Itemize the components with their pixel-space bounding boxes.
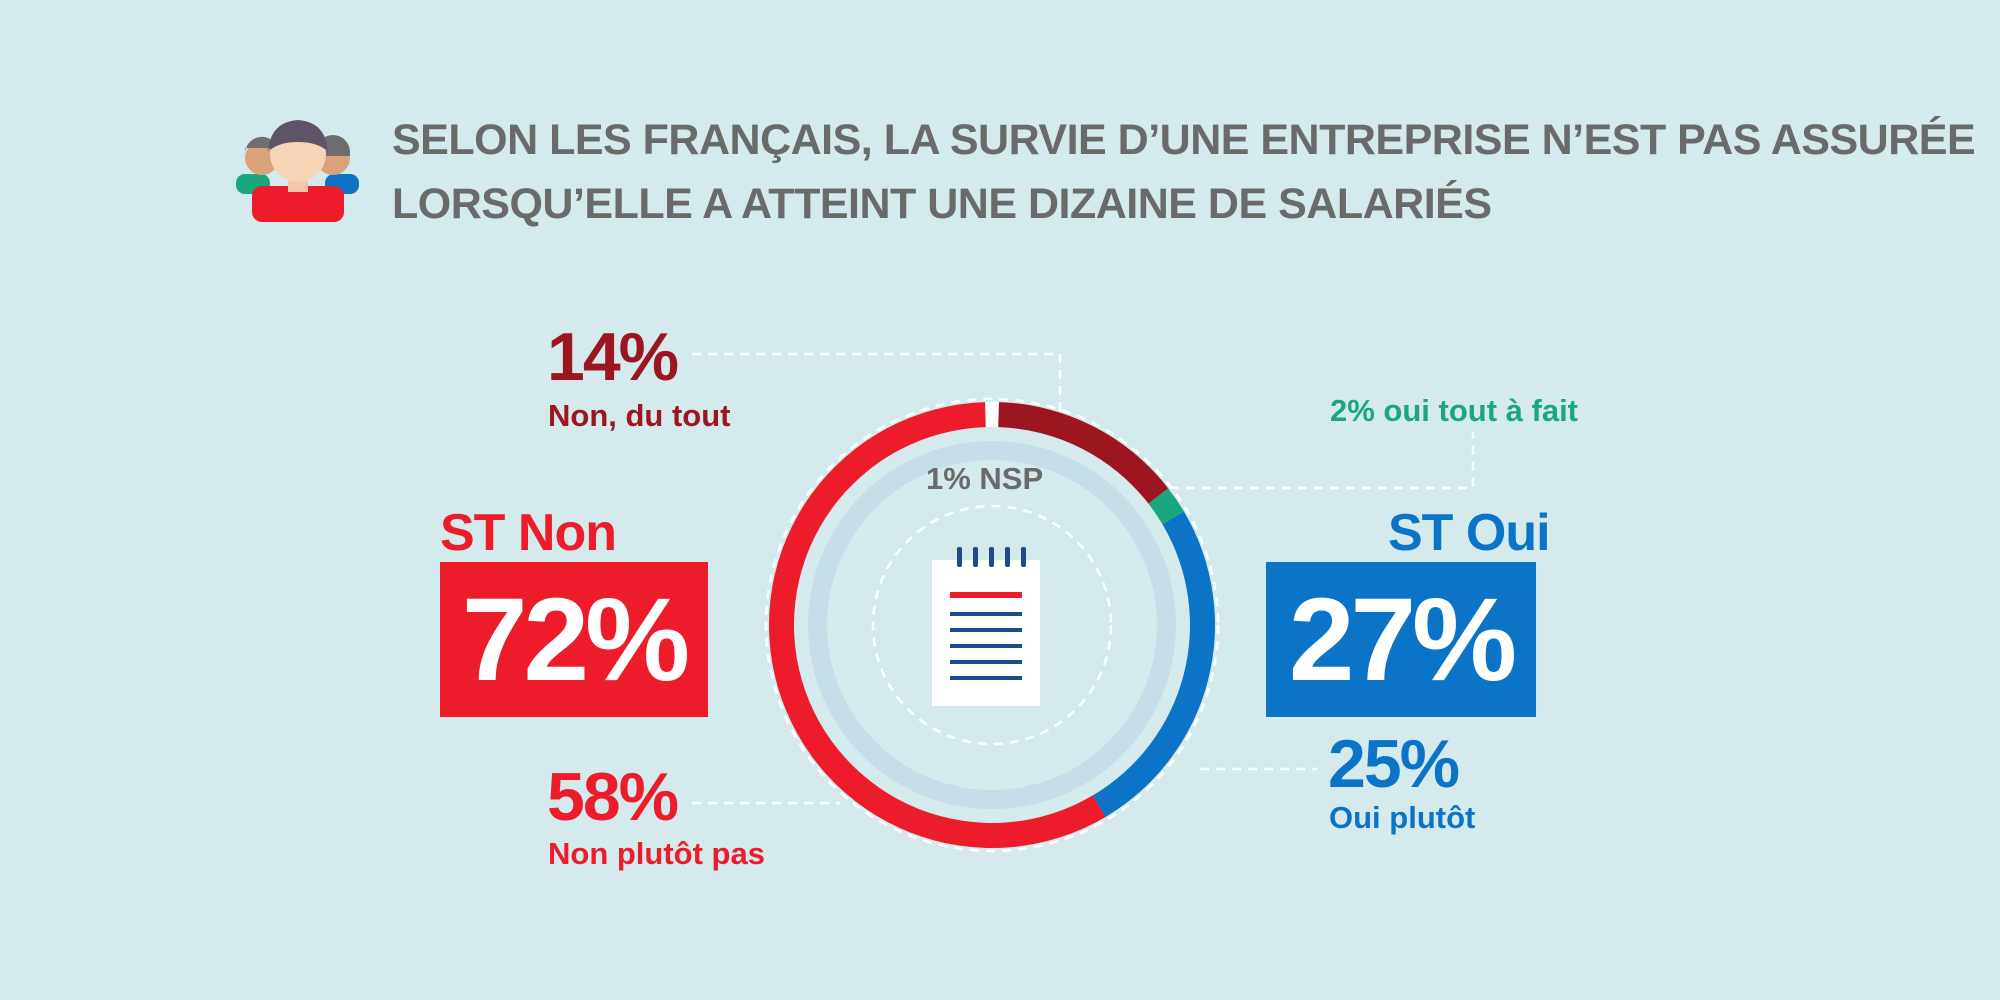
st-oui-value-box: 27% (1266, 562, 1536, 717)
document-notepad-icon (932, 547, 1040, 706)
donut-slice-oui-plutôt (1092, 511, 1215, 817)
donut-slice-oui-tout-à-fait (1148, 488, 1184, 525)
label-non-plutot-pas-percent: 58% (547, 759, 679, 835)
label-oui-plutot-caption: Oui plutôt (1329, 800, 1476, 835)
st-non-value: 72% (461, 573, 690, 706)
label-non-du-tout-caption: Non, du tout (548, 398, 731, 433)
st-non-label: ST Non (440, 504, 617, 562)
label-oui-plutot-percent: 25% (1328, 726, 1460, 802)
st-oui-label: ST Oui (1388, 504, 1551, 562)
inner-dashed-ring (871, 504, 1113, 746)
st-non-value-box: 72% (440, 562, 708, 717)
label-non-plutot-pas-caption: Non plutôt pas (548, 836, 765, 871)
title-line-2: LORSQU’ELLE A ATTEINT UNE DIZAINE DE SAL… (392, 180, 1492, 228)
chart-title: SELON LES FRANÇAIS, LA SURVIE D’UNE ENTR… (392, 108, 1976, 236)
title-line-1: SELON LES FRANÇAIS, LA SURVIE D’UNE ENTR… (392, 116, 1976, 164)
people-group-icon (236, 120, 359, 222)
leader-line-non-du-tout (692, 352, 1062, 413)
donut-slice-nsp (984, 402, 1000, 428)
st-oui-value: 27% (1288, 573, 1517, 706)
label-nsp: 1% NSP (926, 461, 1044, 496)
leader-line-oui-tout-a-fait (1170, 432, 1475, 490)
outer-dashed-ring (764, 397, 1220, 853)
label-non-du-tout-percent: 14% (547, 319, 679, 395)
donut-slice-non-du-tout (998, 402, 1169, 504)
label-oui-tout-a-fait: 2% oui tout à fait (1330, 393, 1578, 428)
